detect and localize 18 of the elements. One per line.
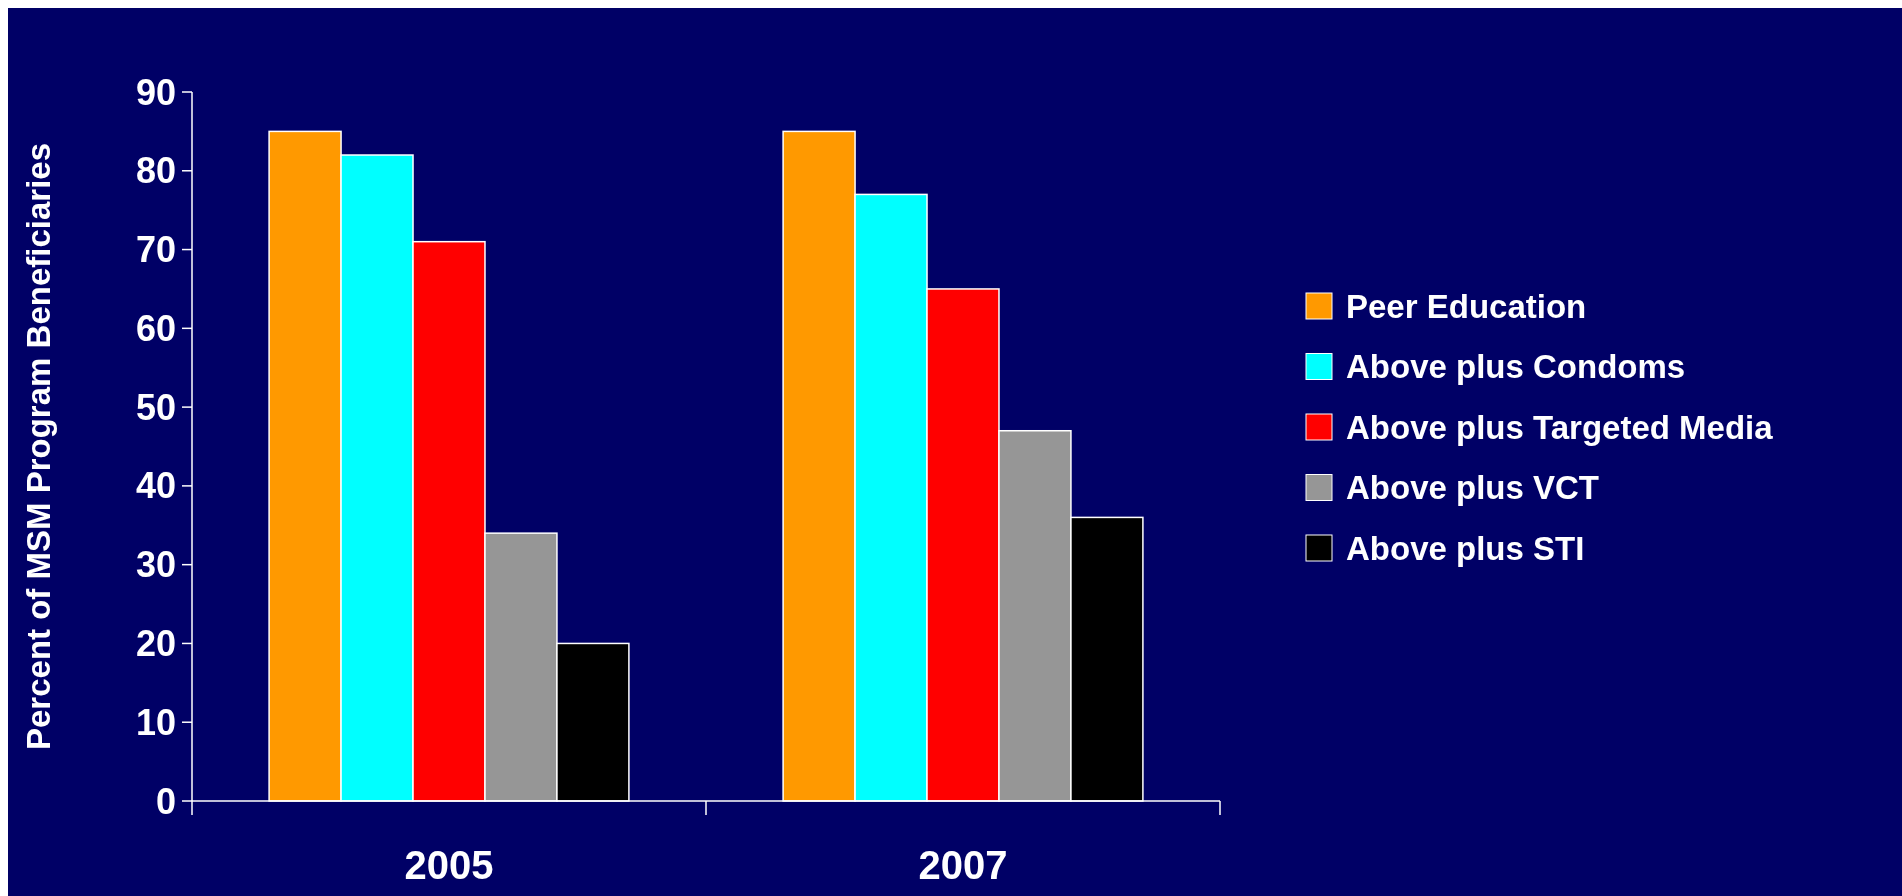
y-tick-label: 0 <box>155 780 176 822</box>
y-tick-label: 10 <box>135 701 176 743</box>
y-tick-label: 80 <box>135 150 176 192</box>
x-tick-label: 2007 <box>918 843 1008 887</box>
y-tick-label: 70 <box>135 229 176 271</box>
y-tick-label: 60 <box>135 307 176 349</box>
legend-label: Above plus Targeted Media <box>1346 408 1774 446</box>
legend-label: Above plus STI <box>1346 529 1585 567</box>
y-tick-label: 50 <box>135 386 176 428</box>
y-tick-label: 20 <box>135 623 176 665</box>
y-axis-title: Percent of MSM Program Beneficiaries <box>20 142 57 751</box>
legend-label: Peer Education <box>1346 287 1587 325</box>
x-tick-label: 2005 <box>404 843 494 887</box>
legend-label: Above plus VCT <box>1346 469 1600 507</box>
legend-label: Above plus Condoms <box>1346 348 1686 386</box>
y-tick-label: 90 <box>135 71 176 113</box>
y-tick-label: 30 <box>135 544 176 586</box>
y-tick-label: 40 <box>135 465 176 507</box>
